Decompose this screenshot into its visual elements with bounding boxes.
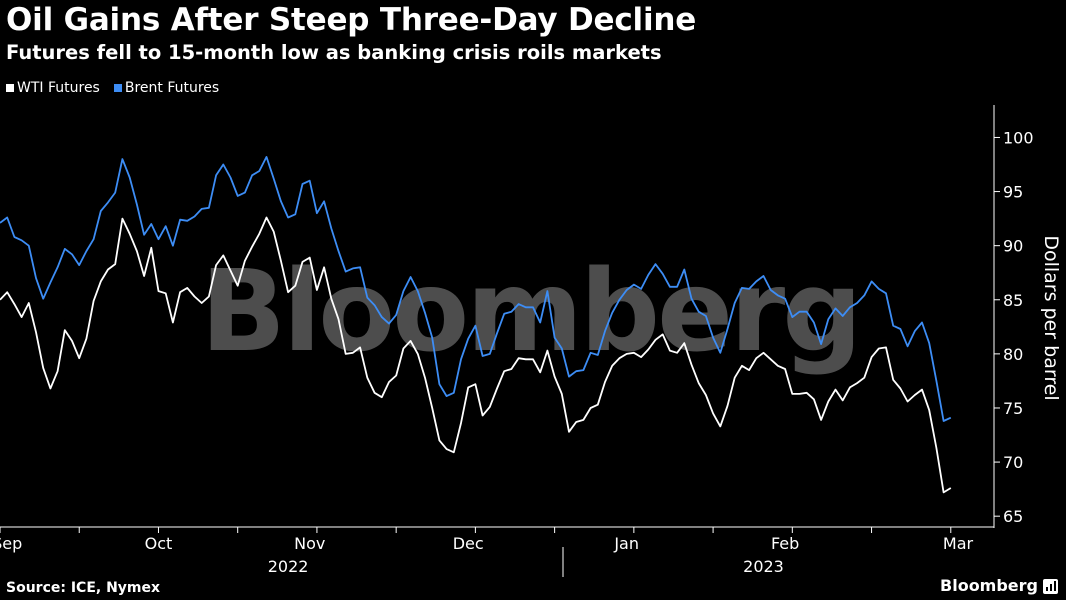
source-note: Source: ICE, Nymex xyxy=(6,580,161,596)
x-axis: Sep Oct Nov Dec Jan Feb Mar 2022 2023 xyxy=(0,527,974,577)
legend-item-wti: WTI Futures xyxy=(6,80,100,96)
series-line-brent xyxy=(0,155,952,422)
series-line-wti xyxy=(0,216,952,494)
watermark-text: Bloomberg xyxy=(201,247,860,377)
legend-swatch-wti xyxy=(6,84,14,92)
legend-label-wti: WTI Futures xyxy=(17,80,100,96)
chart-title: Oil Gains After Steep Three-Day Decline xyxy=(6,2,697,38)
x-tick-label: Oct xyxy=(145,534,173,553)
year-label: 2022 xyxy=(268,557,309,576)
y-axis: 65 70 75 80 85 90 95 100 xyxy=(994,128,1034,526)
y-tick-label: 85 xyxy=(1003,291,1023,310)
x-tick-label: Mar xyxy=(943,534,974,553)
x-tick-label: Jan xyxy=(613,534,639,553)
brand-logo-text: Bloomberg xyxy=(940,576,1038,595)
axis-lines xyxy=(0,105,995,528)
x-tick-label: Nov xyxy=(294,534,325,553)
series-layer xyxy=(0,155,952,494)
y-tick-label: 70 xyxy=(1003,453,1023,472)
y-tick-label: 80 xyxy=(1003,345,1023,364)
x-tick-label: Dec xyxy=(453,534,484,553)
x-tick-label: Sep xyxy=(0,534,22,553)
bar-chart-icon xyxy=(1043,579,1058,594)
y-tick-label: 65 xyxy=(1003,507,1023,526)
year-label: 2023 xyxy=(743,557,784,576)
legend-item-brent: Brent Futures xyxy=(113,80,220,96)
x-tick-label: Feb xyxy=(771,534,799,553)
legend: WTI Futures Brent Futures xyxy=(6,80,233,96)
y-tick-label: 75 xyxy=(1003,399,1023,418)
y-tick-label: 90 xyxy=(1003,237,1023,256)
legend-label-brent: Brent Futures xyxy=(124,80,220,96)
y-tick-label: 100 xyxy=(1003,128,1034,147)
y-axis-label: Dollars per barrel xyxy=(1040,235,1062,400)
legend-swatch-brent xyxy=(113,84,122,92)
chart-subtitle: Futures fell to 15-month low as banking … xyxy=(6,41,662,64)
y-tick-label: 95 xyxy=(1003,183,1023,202)
